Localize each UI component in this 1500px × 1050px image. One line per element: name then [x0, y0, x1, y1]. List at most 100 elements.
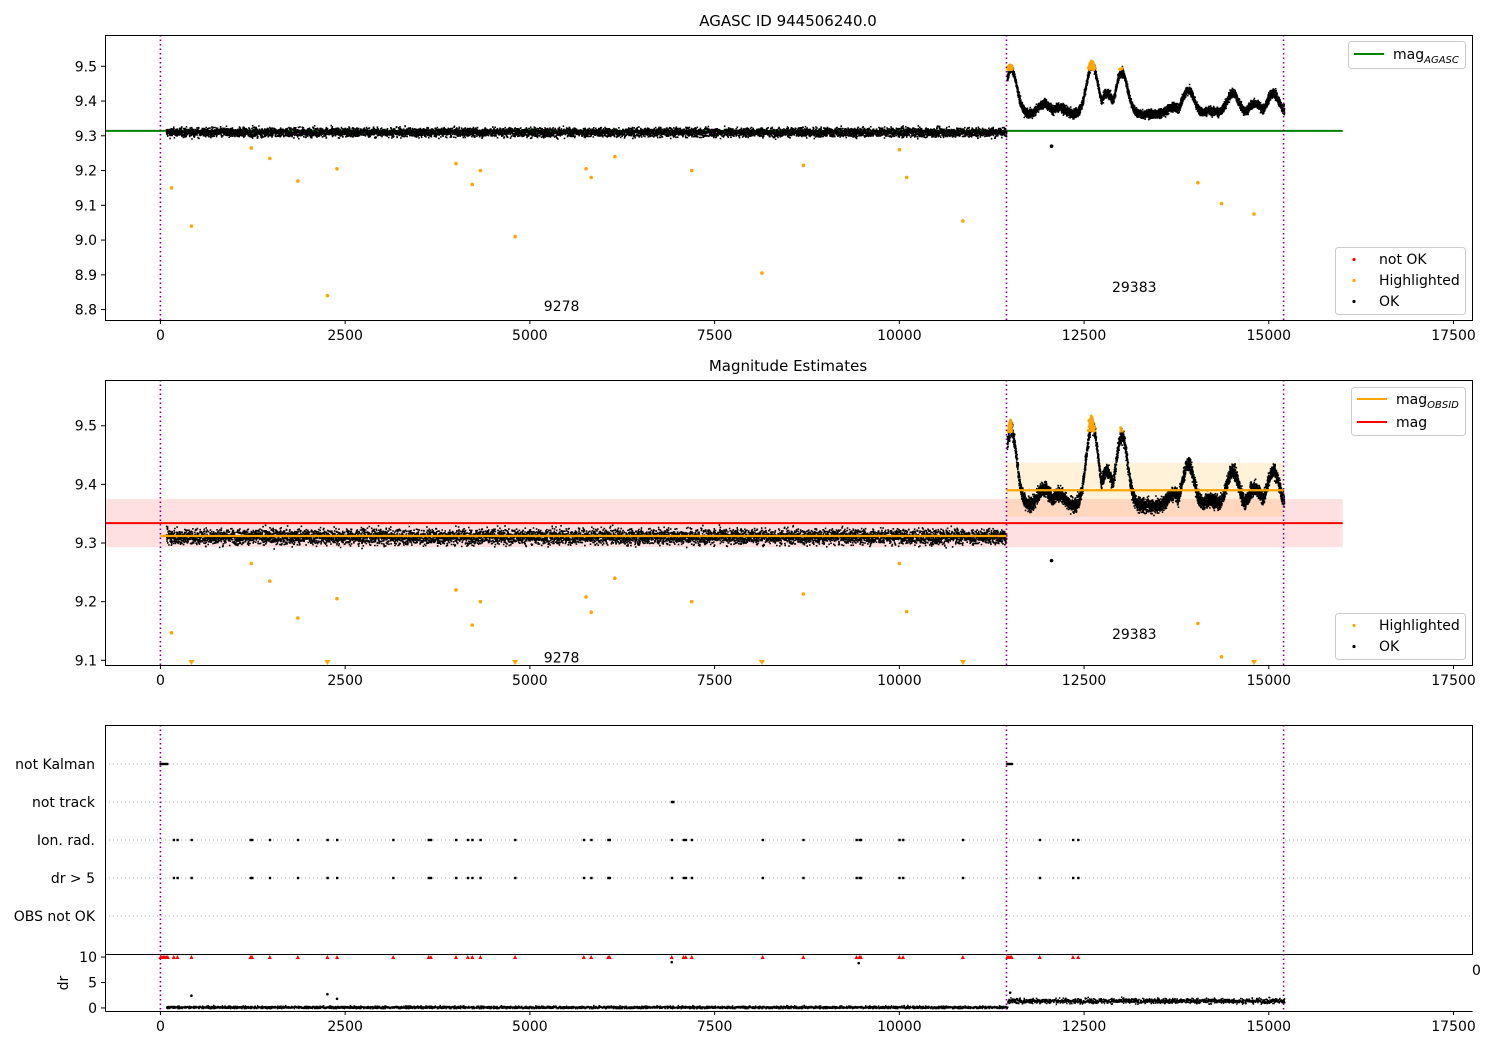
- dr-outlier-point: [857, 961, 860, 965]
- highlighted-outlier-point: [760, 271, 764, 275]
- x-tick-label: 5000: [512, 1019, 548, 1035]
- flag-marker: [608, 838, 612, 842]
- highlighted-outlier-point: [296, 616, 300, 620]
- dr-outlier-point: [326, 992, 329, 996]
- below-range-marker: [512, 660, 519, 665]
- highlighted-outlier-point: [584, 595, 588, 599]
- x-tick-label: 10000: [877, 328, 922, 344]
- agasc-panel-x-ticks: 0 2500 5000 7500 10000 12500 15000 17500: [156, 320, 1476, 344]
- magnitude-panel-obsid-labels: 9278 29383: [544, 627, 1157, 666]
- highlighted-outlier-point: [961, 219, 965, 223]
- y-tick-label: 9.3: [75, 129, 97, 145]
- flag-category-label: not track: [32, 795, 96, 811]
- legend-ok-label: OK: [1379, 294, 1400, 310]
- flag-marker: [858, 876, 861, 880]
- x-tick-label: 17500: [1431, 1019, 1476, 1035]
- flags-panel: not Kalman not track Ion. rad. dr > 5 OBS no…: [14, 725, 1473, 955]
- flag-marker: [454, 838, 458, 842]
- highlighted-point: [1092, 426, 1096, 430]
- dr-clipped-marker: [1076, 955, 1081, 960]
- dr-clipped-marker: [465, 955, 470, 960]
- highlighted-outlier-point: [613, 154, 617, 159]
- flags-panel-gridlines: [105, 763, 1472, 917]
- flag-marker: [859, 838, 863, 842]
- flag-marker: [855, 838, 858, 842]
- highlighted-outlier-point: [584, 167, 588, 171]
- obsid-label: 29383: [1112, 627, 1157, 643]
- dr-outlier-point: [190, 994, 193, 998]
- flag-marker: [898, 876, 901, 880]
- highlighted-point: [1009, 421, 1013, 425]
- below-range-marker: [758, 660, 765, 665]
- flag-marker: [670, 876, 674, 880]
- magnitude-panel-title: Magnitude Estimates: [709, 357, 867, 375]
- dr-clipped-marker: [589, 955, 594, 960]
- dr-clipped-marker: [175, 955, 180, 960]
- flag-marker: [1077, 876, 1080, 880]
- flag-marker: [176, 838, 179, 842]
- flag-marker: [607, 876, 610, 880]
- highlighted-outlier-point: [897, 561, 902, 566]
- x-tick-label: 15000: [1247, 1019, 1292, 1035]
- flag-marker: [479, 876, 482, 880]
- flag-marker: [427, 876, 431, 880]
- dr-clipped-marker: [801, 955, 806, 960]
- dr-axis-label: dr: [56, 975, 72, 990]
- y-tick-label: 9.5: [75, 59, 97, 75]
- x-tick-label: 10000: [877, 673, 922, 689]
- x-tick-label: 7500: [697, 328, 733, 344]
- magnitude-panel-reference-lines: [105, 489, 1343, 538]
- obsid-label: 9278: [544, 299, 580, 315]
- clipped-tick-label: 0: [1472, 963, 1481, 979]
- highlighted-point: [1008, 418, 1012, 422]
- flag-marker: [670, 838, 674, 842]
- agasc-legend-bottom: not OK Highlighted OK: [1335, 247, 1466, 315]
- dr-clipped-marker: [478, 955, 483, 960]
- x-tick-label: 7500: [697, 1019, 733, 1035]
- highlighted-point: [1091, 422, 1095, 426]
- flag-marker: [582, 838, 586, 842]
- legend-highlighted-marker: [1352, 623, 1356, 628]
- ok-outlier-point: [1049, 144, 1054, 149]
- dr-clipped-marker: [581, 955, 586, 960]
- highlighted-outlier-point: [478, 168, 483, 173]
- dr-clipped-marker: [1009, 955, 1014, 960]
- dr-points-cloud: [166, 996, 1286, 1010]
- flag-marker: [898, 838, 901, 842]
- agasc-panel-obsid-boundaries: [159, 35, 1285, 320]
- highlighted-outlier-point: [296, 179, 300, 183]
- flag-marker: [761, 838, 765, 842]
- flag-marker: [161, 762, 165, 766]
- flag-marker: [392, 876, 395, 880]
- flag-marker: [172, 876, 176, 880]
- flag-marker: [690, 838, 694, 842]
- flag-marker: [454, 876, 458, 880]
- flag-marker: [268, 838, 272, 842]
- highlighted-point: [1119, 426, 1123, 430]
- dr-clipped-marker: [470, 955, 475, 960]
- flag-marker: [961, 876, 965, 880]
- highlighted-outlier-point: [897, 147, 902, 152]
- legend-ok-marker: [1352, 644, 1356, 649]
- flag-marker: [514, 876, 517, 880]
- highlighted-outlier-point: [1196, 180, 1200, 185]
- y-tick-label: 9.5: [75, 419, 97, 435]
- dr-clipped-marker: [858, 955, 863, 960]
- dr-clipped-marker: [1037, 955, 1042, 960]
- dr-clipped-marker: [607, 955, 612, 960]
- flag-marker: [859, 876, 863, 880]
- flag-marker: [684, 876, 688, 880]
- y-tick-label: 9.1: [75, 653, 97, 669]
- highlighted-point: [1093, 66, 1097, 70]
- y-tick-label: 5: [88, 976, 97, 992]
- flag-marker: [1071, 838, 1075, 842]
- dr-clipped-marker: [689, 955, 694, 960]
- flag-category-label: dr > 5: [51, 871, 95, 887]
- highlighted-point: [1009, 430, 1013, 434]
- flag-marker: [1010, 762, 1014, 766]
- y-tick-label: 9.4: [75, 94, 97, 110]
- flag-marker: [326, 876, 329, 880]
- highlighted-outlier-point: [249, 561, 254, 566]
- x-tick-label: 0: [156, 328, 165, 344]
- highlighted-outlier-point: [589, 175, 594, 180]
